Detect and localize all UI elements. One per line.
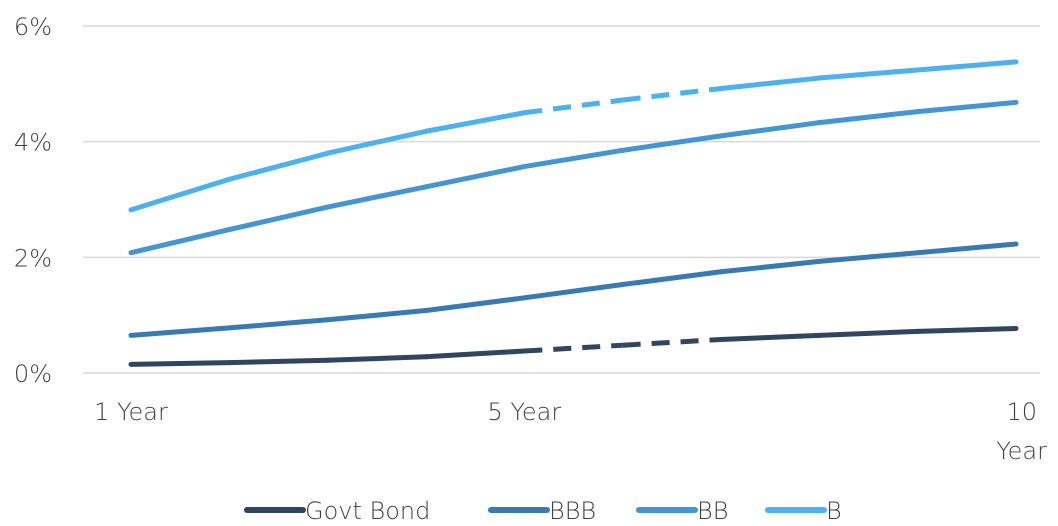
legend-label: B: [826, 497, 842, 525]
x-tick-label: Year: [996, 437, 1047, 465]
line-segment: [128, 227, 232, 256]
line-segment: [521, 282, 626, 301]
line-segment: [226, 204, 331, 233]
series-govt-bond: [128, 325, 1019, 367]
line-segment: [718, 75, 822, 91]
legend-label: Govt Bond: [305, 497, 430, 525]
x-tick-label: 10: [1006, 398, 1037, 426]
gridlines: [83, 25, 1040, 374]
legend-label: BBB: [549, 497, 596, 525]
series-lines: [128, 59, 1019, 367]
x-tick-label: 5 Year: [487, 398, 561, 426]
line-segment: [128, 360, 232, 367]
legend: Govt Bond BBB BB B: [244, 497, 842, 525]
line-segment: [718, 120, 822, 139]
y-tick-label: 2%: [14, 244, 52, 272]
line-segment: [622, 85, 722, 103]
series-b: [128, 59, 1019, 213]
line-segment: [816, 328, 921, 338]
y-tick-label: 4%: [14, 129, 52, 157]
line-segment: [620, 133, 724, 153]
legend-item: BB: [636, 497, 728, 525]
line-segment: [816, 67, 921, 81]
line-segment: [718, 258, 822, 275]
line-segment: [423, 110, 527, 134]
x-tick-label: 1 Year: [94, 398, 168, 426]
line-segment: [521, 147, 626, 170]
line-segment: [226, 317, 331, 331]
line-segment: [915, 99, 1019, 115]
line-segment: [325, 308, 429, 323]
series-bbb: [128, 241, 1019, 338]
line-segment: [816, 250, 921, 264]
legend-label: BB: [697, 497, 728, 525]
line-segment: [325, 128, 429, 156]
line-segment: [524, 97, 623, 116]
line-segment: [128, 176, 232, 213]
line-segment: [325, 354, 429, 363]
y-tick-label: 6%: [14, 13, 52, 41]
line-segment: [423, 295, 527, 314]
line-segment: [423, 348, 527, 360]
line-segment: [915, 325, 1019, 334]
line-segment: [226, 150, 331, 182]
legend-item: Govt Bond: [244, 497, 430, 525]
line-segment: [226, 357, 331, 366]
legend-item: BBB: [488, 497, 596, 525]
line-segment: [915, 241, 1019, 256]
line-segment: [325, 184, 429, 210]
line-segment: [423, 164, 527, 190]
line-segment: [524, 342, 623, 354]
y-axis-tick-labels: 0% 2% 4% 6%: [14, 13, 52, 388]
line-segment: [622, 336, 722, 348]
series-bb: [128, 99, 1019, 256]
line-segment: [915, 59, 1019, 73]
line-segment: [816, 109, 921, 126]
line-segment: [128, 325, 232, 338]
line-segment: [718, 332, 822, 342]
y-tick-label: 0%: [14, 360, 52, 388]
x-axis-tick-labels: 1 Year 5 Year 10 Year: [94, 398, 1047, 465]
legend-item: B: [765, 497, 842, 525]
line-segment: [620, 269, 724, 288]
